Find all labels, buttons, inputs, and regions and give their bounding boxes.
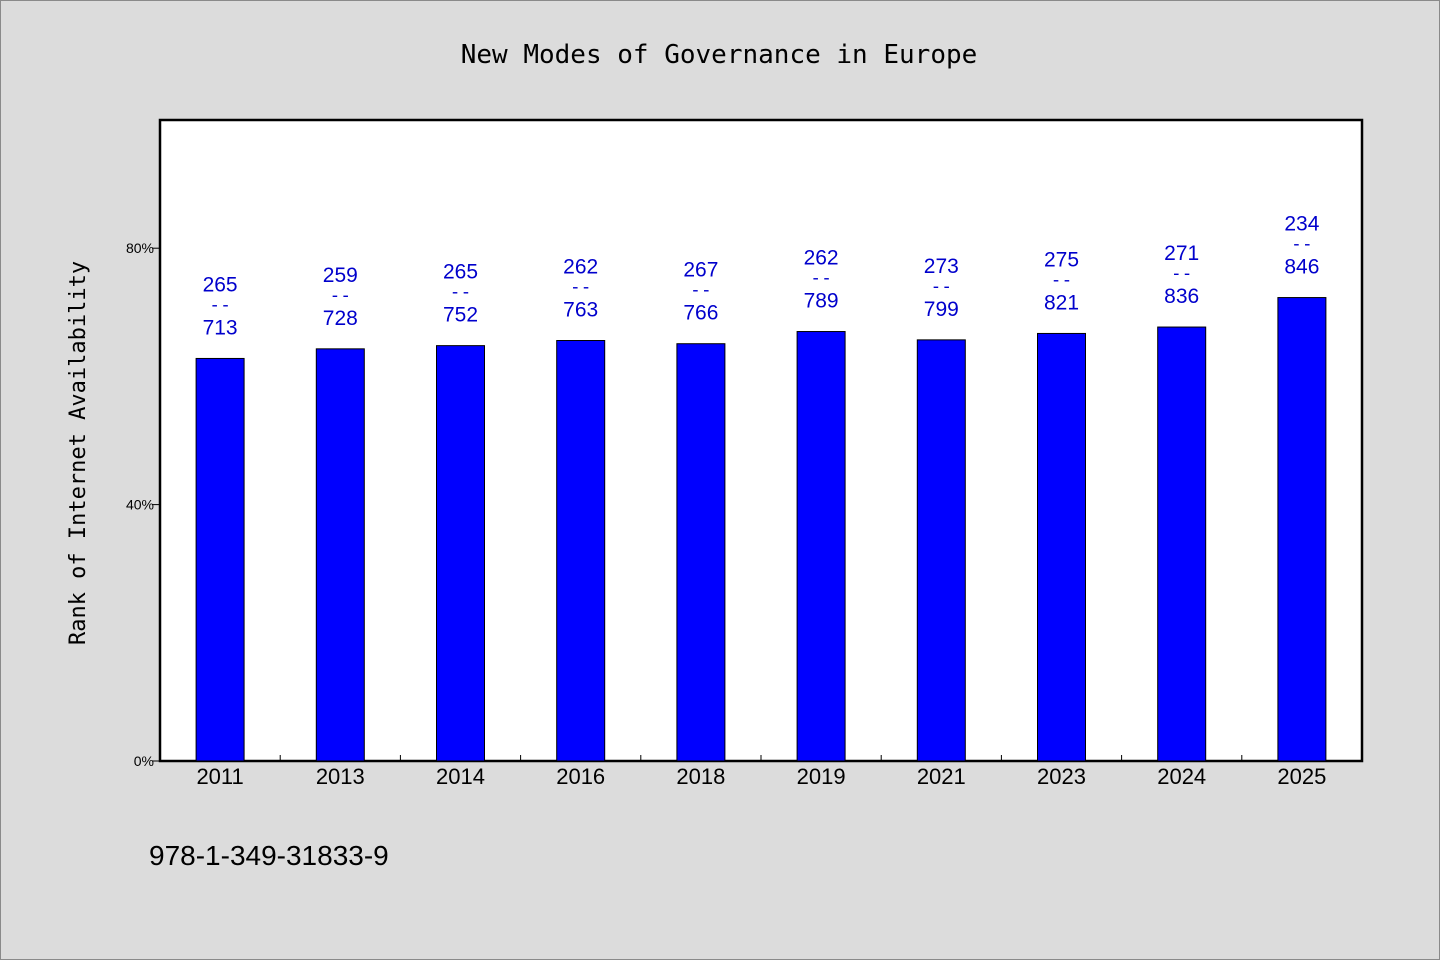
bar-label-bottom: 789 [804, 290, 839, 313]
bar-label-bottom: 821 [1044, 291, 1079, 314]
bar-label-separator: -- [1171, 263, 1193, 284]
bar-label-top: 265 [203, 273, 238, 296]
bar-label-top: 262 [804, 247, 839, 270]
bar-label-bottom: 846 [1284, 256, 1319, 279]
bar-label-top: 262 [563, 256, 598, 279]
bar-label-separator: -- [570, 277, 592, 298]
y-tick-label: 0% [134, 753, 154, 769]
bar-label-bottom: 799 [924, 298, 959, 321]
bar-label-top: 234 [1284, 213, 1319, 236]
bar-label-separator: -- [930, 276, 952, 297]
bar-label-top: 275 [1044, 248, 1079, 271]
bar [676, 343, 726, 762]
y-axis-label: Rank of Internet Availability [66, 261, 91, 645]
bar [1277, 297, 1327, 762]
bar-label-separator: -- [1291, 234, 1313, 255]
bar-label-bottom: 836 [1164, 285, 1199, 308]
x-tick-label: 2013 [316, 764, 365, 789]
bar [1037, 332, 1086, 762]
bar-label-bottom: 766 [683, 302, 718, 325]
bar [916, 339, 966, 762]
x-tick-label: 2023 [1037, 764, 1086, 789]
bar [1157, 326, 1207, 762]
bar-label-top: 267 [683, 259, 718, 282]
x-tick-label: 2016 [556, 764, 605, 789]
bars [195, 297, 1327, 762]
bar [796, 331, 846, 762]
bar-label-separator: -- [1051, 269, 1073, 290]
bar-label-top: 271 [1164, 242, 1199, 265]
bar-label-separator: -- [329, 285, 351, 306]
x-tick-label: 2011 [196, 764, 243, 789]
bar-label-separator: -- [209, 294, 231, 315]
y-axis-ticks: 0% 40% 80% [126, 240, 160, 769]
x-tick-label: 2025 [1277, 764, 1326, 789]
chart-title: New Modes of Governance in Europe [461, 40, 978, 70]
bar [195, 357, 245, 762]
bar-label-separator: -- [810, 268, 832, 289]
y-tick-label: 80% [126, 240, 154, 256]
x-tick-label: 2014 [436, 764, 485, 789]
bar-label-top: 265 [443, 261, 478, 284]
bar-label-bottom: 713 [203, 316, 238, 339]
bar-label-bottom: 728 [323, 307, 358, 330]
bar-label-bottom: 763 [563, 299, 598, 322]
bar [436, 345, 485, 762]
x-tick-label: 2018 [676, 764, 725, 789]
x-tick-label: 2019 [797, 764, 846, 789]
bar [315, 348, 365, 762]
x-tick-label: 2024 [1157, 764, 1206, 789]
bar-labels: 265--713259--728265--752262--763267--766… [203, 213, 1320, 340]
bar-label-top: 259 [323, 264, 358, 287]
y-tick-label: 40% [126, 497, 154, 513]
bar-label-separator: -- [450, 282, 472, 303]
x-axis-ticks: 2011 2013 2014 2016 2018 2019 2021 2023 2024 2025 [196, 755, 1326, 789]
bar-label-separator: -- [690, 280, 712, 301]
bar [556, 340, 606, 762]
bar-label-top: 273 [924, 255, 959, 278]
x-tick-label: 2021 [917, 764, 966, 789]
footer-code: 978-1-349-31833-9 [149, 840, 389, 871]
bar-label-bottom: 752 [443, 304, 478, 327]
